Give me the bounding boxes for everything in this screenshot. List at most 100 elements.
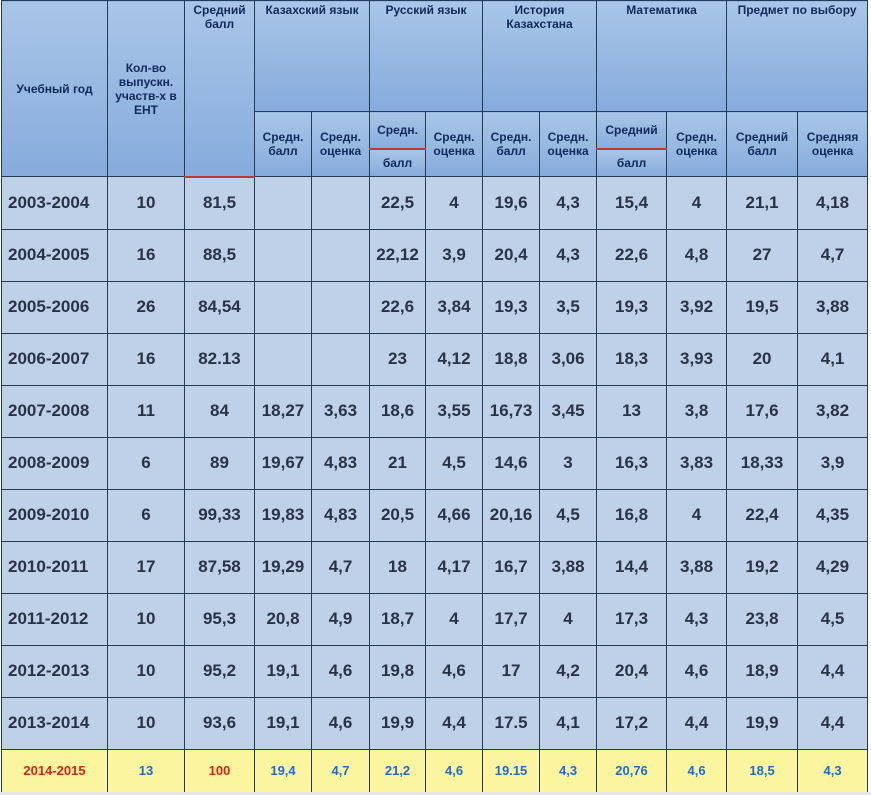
cell-kazakh-score [254, 228, 312, 282]
cell-kazakh-score [254, 332, 312, 386]
cell-history-grade: 4 [539, 592, 598, 646]
cell-kazakh-grade: 4,9 [310, 592, 371, 646]
cell-russian-score: 22,6 [369, 280, 427, 334]
cell-avg-score: 81,5 [184, 176, 255, 230]
cell-participants: 16 [107, 228, 185, 282]
cell-participants: 6 [107, 488, 185, 542]
cell-elective-score: 17,6 [726, 384, 799, 438]
cell-russian-grade: 4,6 [425, 644, 484, 698]
cell-kazakh-score: 19,29 [254, 540, 312, 594]
cell-elective-grade: 4,7 [797, 228, 869, 282]
cell-participants: 16 [107, 332, 185, 386]
cell-history-score: 20,4 [482, 228, 541, 282]
cell-elective-score: 19,9 [726, 696, 799, 750]
cell-russian-score: 18,6 [369, 384, 427, 438]
cell-history-grade: 3,88 [539, 540, 598, 594]
cell-elective-score: 27 [726, 228, 799, 282]
cell-participants: 10 [107, 176, 185, 230]
cell-elective-score: 20 [726, 332, 799, 386]
highlight-cell-russian-score: 21,2 [369, 748, 427, 793]
cell-kazakh-grade: 4,83 [310, 488, 371, 542]
cell-kazakh-score: 19,1 [254, 696, 312, 750]
cell-year: 2009-2010 [1, 488, 108, 542]
cell-elective-score: 18,9 [726, 644, 799, 698]
cell-russian-score: 19,8 [369, 644, 427, 698]
cell-math-grade: 4,8 [666, 228, 728, 282]
header-elective-grade: Средняя оценка [797, 111, 869, 177]
table-row: 2012-2013 10 95,2 19,1 4,6 19,8 4,6 17 4,2 20,4 4,… [1, 644, 869, 698]
cell-russian-grade: 4,4 [425, 696, 484, 750]
header-math: Математика [596, 0, 728, 112]
table-body: 2003-2004 10 81,5 22,5 4 19,6 4,3 15,4 4 21,1 4,18… [1, 176, 869, 793]
header-russian-grade: Средн. оценка [425, 111, 484, 177]
cell-kazakh-grade: 4,7 [310, 540, 371, 594]
cell-avg-score: 84 [184, 384, 255, 438]
cell-year: 2003-2004 [1, 176, 108, 230]
cell-history-grade: 4,3 [539, 176, 598, 230]
cell-kazakh-grade [310, 228, 371, 282]
cell-elective-score: 19,5 [726, 280, 799, 334]
header-history-score: Средн. балл [482, 111, 541, 177]
header-kazakh-score: Средн. балл [254, 111, 312, 177]
header-math-score-bottom: балл [596, 148, 668, 177]
cell-avg-score: 82.13 [184, 332, 255, 386]
cell-participants: 26 [107, 280, 185, 334]
header-elective-score: Средний балл [726, 111, 799, 177]
cell-avg-score: 84,54 [184, 280, 255, 334]
cell-history-grade: 3,06 [539, 332, 598, 386]
cell-math-score: 15,4 [596, 176, 668, 230]
cell-elective-score: 22,4 [726, 488, 799, 542]
cell-kazakh-score: 20,8 [254, 592, 312, 646]
cell-history-grade: 4,5 [539, 488, 598, 542]
cell-history-score: 17.5 [482, 696, 541, 750]
highlight-cell-math-score: 20,76 [596, 748, 668, 793]
cell-history-grade: 3,45 [539, 384, 598, 438]
table-row: 2006-2007 16 82.13 23 4,12 18,8 3,06 18,3 3,93 20… [1, 332, 869, 386]
highlight-cell-kazakh-grade: 4,7 [310, 748, 371, 793]
cell-math-grade: 4,4 [666, 696, 728, 750]
cell-math-grade: 4 [666, 176, 728, 230]
cell-kazakh-score: 19,67 [254, 436, 312, 490]
highlight-cell-russian-grade: 4,6 [425, 748, 484, 793]
cell-math-score: 19,3 [596, 280, 668, 334]
cell-participants: 6 [107, 436, 185, 490]
cell-kazakh-score [254, 176, 312, 230]
highlight-cell-elective-score: 18,5 [726, 748, 799, 793]
cell-russian-grade: 3,84 [425, 280, 484, 334]
table-row: 2003-2004 10 81,5 22,5 4 19,6 4,3 15,4 4 21,1 4,18 [1, 176, 869, 230]
cell-year: 2008-2009 [1, 436, 108, 490]
header-kazakh: Казахский язык [253, 0, 371, 112]
cell-participants: 17 [107, 540, 185, 594]
cell-year: 2006-2007 [1, 332, 108, 386]
cell-russian-grade: 4 [425, 592, 484, 646]
cell-avg-score: 87,58 [184, 540, 255, 594]
highlight-cell-history-score: 19.15 [482, 748, 541, 793]
table-row: 2005-2006 26 84,54 22,6 3,84 19,3 3,5 19,3 3,92 1… [1, 280, 869, 334]
cell-avg-score: 95,2 [184, 644, 255, 698]
table-header: Учебный год Кол-во выпускн. участв-х в Е… [1, 0, 869, 178]
cell-math-grade: 3,88 [666, 540, 728, 594]
cell-kazakh-score: 18,27 [254, 384, 312, 438]
header-history: История Казахстана [482, 0, 598, 112]
cell-year: 2005-2006 [1, 280, 108, 334]
cell-russian-grade: 3,9 [425, 228, 484, 282]
cell-elective-score: 23,8 [726, 592, 799, 646]
cell-russian-grade: 4,66 [425, 488, 484, 542]
cell-history-score: 14,6 [482, 436, 541, 490]
cell-history-grade: 4,2 [539, 644, 598, 698]
table-row: 2011-2012 10 95,3 20,8 4,9 18,7 4 17,7 4 17,3 4,3 2… [1, 592, 869, 646]
cell-math-score: 22,6 [596, 228, 668, 282]
highlight-cell-kazakh-score: 19,4 [254, 748, 312, 793]
cell-history-score: 16,7 [482, 540, 541, 594]
cell-history-score: 16,73 [482, 384, 541, 438]
cell-elective-grade: 3,88 [797, 280, 869, 334]
highlight-cell-history-grade: 4,3 [539, 748, 598, 793]
cell-russian-grade: 3,55 [425, 384, 484, 438]
table-row: 2008-2009 6 89 19,67 4,83 21 4,5 14,6 3 16,3 3,83 1… [1, 436, 869, 490]
cell-russian-score: 22,12 [369, 228, 427, 282]
cell-russian-score: 18 [369, 540, 427, 594]
cell-math-score: 20,4 [596, 644, 668, 698]
cell-history-grade: 4,1 [539, 696, 598, 750]
cell-math-grade: 4,3 [666, 592, 728, 646]
